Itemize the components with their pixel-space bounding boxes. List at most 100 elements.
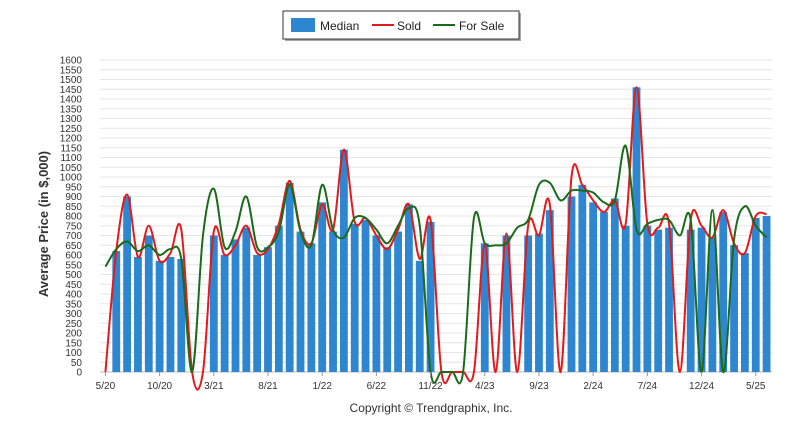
median-bar — [166, 256, 175, 372]
median-bar — [285, 182, 294, 372]
median-bar — [253, 255, 262, 372]
median-bar — [502, 235, 511, 372]
legend-label-median: Median — [320, 19, 359, 33]
y-tick-label: 950 — [65, 182, 82, 193]
median-bar — [589, 202, 598, 372]
x-tick-label: 12/24 — [689, 381, 714, 392]
median-bar — [524, 235, 533, 372]
y-tick-label: 50 — [71, 358, 83, 369]
median-bar — [274, 225, 283, 372]
y-axis-ticks: 0501001502002503003504004505005506006507… — [60, 56, 83, 379]
x-tick-label: 6/22 — [367, 381, 387, 392]
y-tick-label: 100 — [65, 348, 82, 359]
median-bar — [426, 221, 435, 372]
x-tick-label: 9/23 — [529, 381, 549, 392]
median-bar — [350, 223, 359, 372]
legend: Median Sold For Sale — [282, 10, 521, 41]
for-sale-line — [104, 144, 768, 385]
y-tick-label: 1250 — [60, 124, 83, 135]
median-bar — [741, 253, 749, 372]
median-bar — [144, 235, 153, 372]
y-tick-label: 550 — [65, 260, 82, 271]
x-tick-label: 3/21 — [204, 381, 224, 392]
median-bar — [535, 233, 543, 372]
y-tick-label: 650 — [65, 241, 82, 252]
y-tick-label: 750 — [65, 221, 82, 232]
y-tick-label: 1600 — [60, 56, 83, 67]
median-bar — [318, 202, 327, 372]
median-bar — [329, 231, 337, 372]
y-tick-label: 500 — [65, 270, 82, 281]
series-lines — [104, 86, 768, 391]
median-bar — [209, 235, 218, 372]
median-bars — [112, 87, 771, 373]
x-tick-label: 11/22 — [418, 381, 443, 392]
x-tick-label: 7/24 — [638, 381, 658, 392]
x-tick-label: 2/24 — [583, 381, 603, 392]
median-bar — [697, 227, 706, 372]
y-tick-label: 850 — [65, 202, 82, 213]
legend-swatch-median — [291, 18, 315, 32]
y-tick-label: 1200 — [60, 134, 83, 145]
median-bar — [134, 256, 142, 372]
x-tick-label: 10/20 — [147, 381, 172, 392]
median-bar — [242, 227, 251, 372]
median-bar — [220, 255, 229, 372]
x-tick-label: 5/20 — [96, 381, 116, 392]
median-bar — [600, 212, 608, 372]
y-tick-label: 1000 — [60, 173, 83, 184]
y-tick-label: 900 — [65, 192, 82, 203]
x-tick-label: 4/23 — [475, 381, 495, 392]
median-bar — [643, 225, 652, 372]
legend-label-forsale: For Sale — [459, 19, 505, 33]
median-bar — [719, 212, 728, 372]
median-bar — [123, 196, 131, 372]
y-tick-label: 600 — [65, 251, 82, 262]
x-axis-ticks: 5/20 10/20 3/21 8/21 1/22 6/22 11/22 4/23 9/23 2/… — [96, 372, 766, 392]
y-tick-label: 200 — [65, 329, 82, 340]
median-bar — [372, 235, 381, 372]
x-tick-label: 1/22 — [312, 381, 332, 392]
median-bar — [654, 229, 663, 372]
y-tick-label: 1050 — [60, 163, 83, 174]
median-bar — [307, 243, 316, 372]
median-bar — [264, 247, 272, 372]
median-bar — [339, 149, 348, 372]
y-tick-label: 1150 — [60, 143, 82, 154]
median-bar — [686, 229, 695, 372]
median-bar — [751, 217, 760, 372]
y-tick-label: 1550 — [60, 65, 83, 76]
y-tick-label: 300 — [65, 309, 82, 320]
y-tick-label: 0 — [76, 368, 82, 379]
median-bar — [405, 204, 413, 372]
median-bar — [545, 210, 554, 372]
median-bar — [730, 245, 738, 372]
y-tick-label: 1400 — [60, 95, 83, 106]
y-axis-label: Average Price (in $,000) — [36, 151, 51, 297]
median-bar — [567, 196, 576, 372]
median-bar — [480, 243, 489, 372]
y-tick-label: 1450 — [60, 85, 83, 96]
median-bar — [762, 216, 771, 372]
y-tick-label: 1300 — [60, 114, 83, 125]
median-bar — [112, 251, 121, 372]
median-bar — [177, 258, 186, 372]
y-tick-label: 400 — [65, 290, 82, 301]
median-bar — [361, 219, 370, 372]
y-tick-label: 1350 — [60, 104, 83, 115]
median-bar — [394, 231, 402, 372]
median-bar — [610, 198, 619, 372]
legend-label-sold: Sold — [397, 19, 421, 33]
median-bar — [155, 260, 164, 372]
median-bar — [296, 231, 305, 372]
x-tick-label: 5/25 — [746, 381, 766, 392]
copyright-text: Copyright © Trendgraphix, Inc. — [350, 401, 513, 415]
y-tick-label: 1500 — [60, 75, 83, 86]
median-bar — [665, 227, 673, 372]
y-tick-label: 450 — [65, 280, 82, 291]
median-bar — [621, 225, 630, 372]
y-tick-label: 700 — [65, 231, 82, 242]
y-tick-label: 800 — [65, 212, 82, 223]
median-bar — [578, 184, 587, 372]
